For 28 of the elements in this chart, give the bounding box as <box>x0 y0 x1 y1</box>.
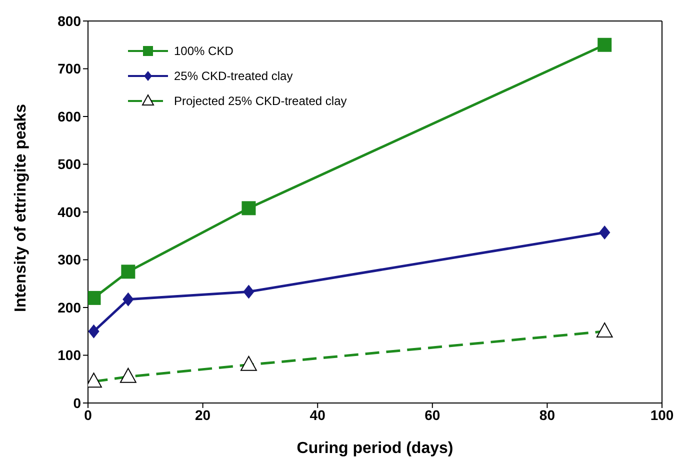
legend-label: Projected 25% CKD-treated clay <box>174 94 347 108</box>
point <box>598 38 612 52</box>
y-axis-title: Intensity of ettringite peaks <box>12 104 30 312</box>
y-tick-label: 400 <box>58 204 82 220</box>
y-tick-label: 700 <box>58 60 82 77</box>
y-tick-label: 800 <box>58 12 82 29</box>
y-tick-label: 0 <box>73 394 82 411</box>
point <box>242 201 256 216</box>
y-tick-label: 200 <box>58 299 82 316</box>
x-tick-label: 100 <box>650 406 674 423</box>
point <box>243 284 254 299</box>
y-tick-label: 600 <box>58 108 82 124</box>
point <box>122 292 134 306</box>
legend-label: 100% CKD <box>174 44 234 58</box>
x-tick-label: 20 <box>195 406 211 423</box>
x-tick-label: 80 <box>539 406 556 423</box>
point <box>121 264 136 279</box>
y-tick-label: 300 <box>58 252 82 268</box>
x-tick-label: 0 <box>84 406 92 423</box>
point <box>88 324 100 338</box>
y-tick-label: 100 <box>58 347 82 364</box>
point <box>88 290 101 305</box>
point <box>599 226 610 240</box>
y-tick-label: 500 <box>58 156 82 172</box>
x-tick-label: 40 <box>310 406 326 423</box>
legend-label: 25% CKD-treated clay <box>174 68 293 82</box>
x-tick-label: 60 <box>424 406 440 423</box>
x-axis-title: Curing period (days) <box>296 440 454 457</box>
